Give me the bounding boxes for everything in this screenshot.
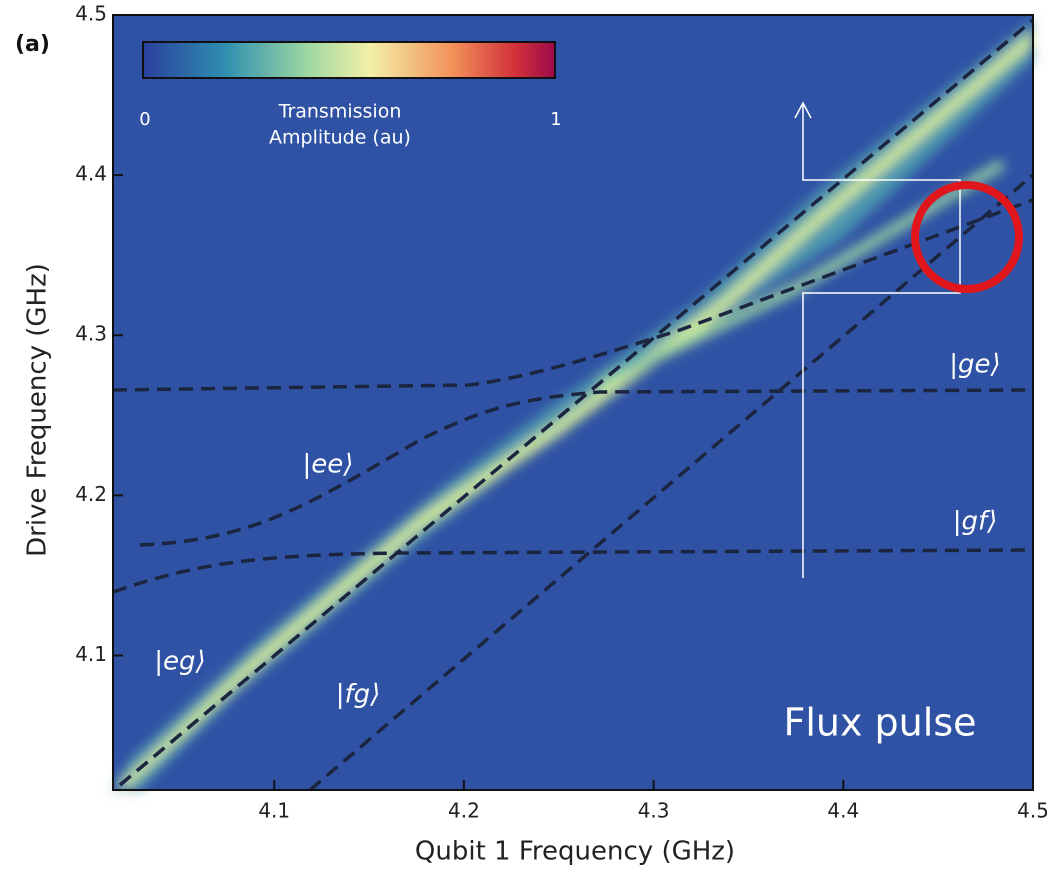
y-tick-label: 4.1 bbox=[75, 642, 107, 666]
colorbar-tick: 1 bbox=[550, 109, 561, 130]
state-label: |ge⟩ bbox=[949, 350, 1000, 380]
y-tick-label: 4.3 bbox=[75, 322, 107, 346]
x-axis-label: Qubit 1 Frequency (GHz) bbox=[415, 837, 735, 867]
colorbar-tick: 0 bbox=[139, 109, 150, 130]
state-label: |ee⟩ bbox=[303, 450, 354, 480]
level-lines bbox=[112, 18, 1035, 792]
x-tick-label: 4.2 bbox=[448, 799, 480, 823]
colorbar bbox=[142, 41, 556, 79]
colorbar-label: Amplitude (au) bbox=[269, 127, 411, 149]
state-label: |eg⟩ bbox=[154, 647, 205, 677]
state-label: |fg⟩ bbox=[336, 680, 381, 710]
state-label: |gf⟩ bbox=[953, 507, 998, 537]
annotation: Flux pulse bbox=[783, 701, 976, 745]
y-tick-label: 4.4 bbox=[75, 162, 107, 186]
x-tick-label: 4.4 bbox=[827, 799, 859, 823]
flux-arrow bbox=[794, 101, 961, 578]
x-tick-label: 4.1 bbox=[258, 799, 290, 823]
y-axis-label: Drive Frequency (GHz) bbox=[23, 263, 53, 557]
panel-label: (a) bbox=[15, 32, 50, 57]
x-tick-label: 4.5 bbox=[1017, 799, 1049, 823]
y-tick-label: 4.5 bbox=[75, 2, 107, 26]
y-tick-label: 4.2 bbox=[75, 482, 107, 506]
highlight-circle bbox=[911, 181, 1023, 293]
x-tick-label: 4.3 bbox=[638, 799, 670, 823]
plot-frame bbox=[112, 14, 1034, 791]
colorbar-label: Transmission bbox=[278, 101, 402, 123]
